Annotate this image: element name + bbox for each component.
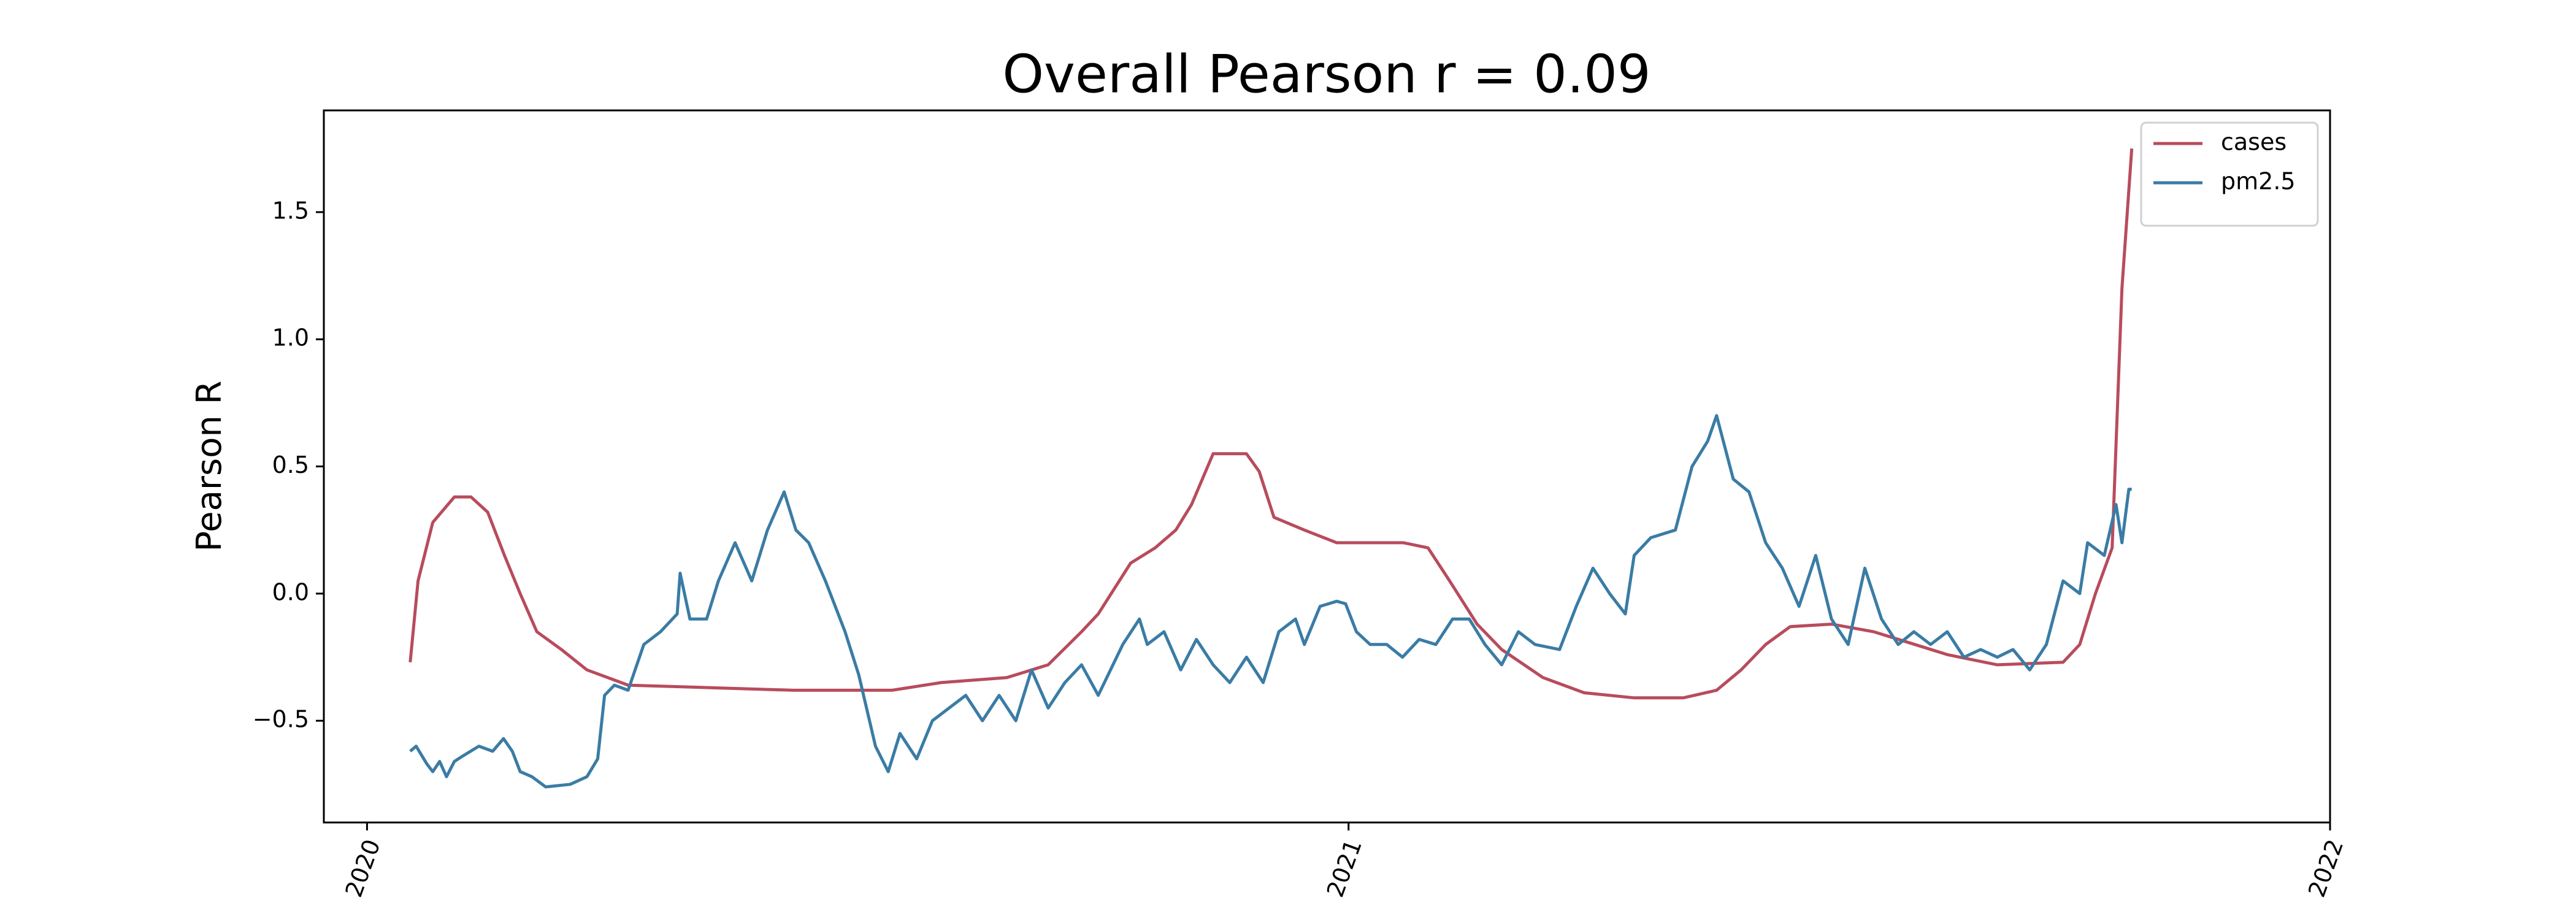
line-series — [408, 148, 2134, 700]
legend: cases pm2.5 — [2140, 121, 2319, 227]
line-series — [409, 414, 2132, 789]
chart-title: Overall Pearson r = 0.09 — [1002, 44, 1650, 105]
y-tick-label: 1.5 — [272, 197, 309, 224]
y-tick-label: 0.0 — [272, 578, 309, 605]
legend-label: cases — [2221, 129, 2287, 156]
plot-frame — [323, 109, 2331, 824]
legend-box — [2140, 121, 2319, 227]
y-axis-label: Pearson R — [190, 380, 229, 551]
y-tick-label: −0.5 — [253, 706, 309, 733]
y-tick-label: 0.5 — [272, 451, 309, 478]
legend-label: pm2.5 — [2221, 168, 2296, 195]
y-tick-label: 1.0 — [272, 324, 309, 351]
